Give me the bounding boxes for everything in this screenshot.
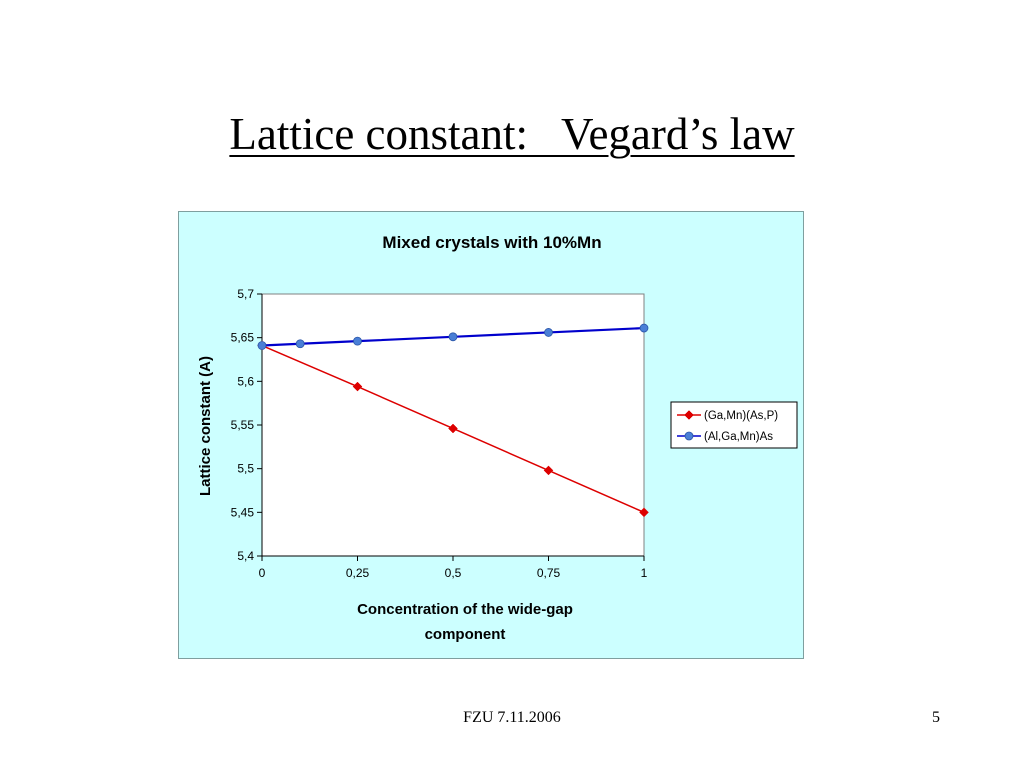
y-tick-label: 5,4 (237, 549, 254, 563)
series-1-point (352, 381, 363, 392)
chart-title: Mixed crystals with 10%Mn (382, 233, 601, 252)
series-line-2 (261, 326, 645, 347)
series-1-point (543, 465, 554, 476)
x-tick-label: 0,75 (537, 566, 561, 580)
series-2-point (544, 328, 553, 337)
x-tick-label: 1 (641, 566, 648, 580)
legend-marker (684, 410, 694, 420)
legend-label: (Al,Ga,Mn)As (704, 431, 773, 443)
legend-marker (684, 431, 694, 441)
slide-title: Lattice constant: Vegard’s law (0, 108, 1024, 160)
legend-box (670, 401, 798, 449)
slide-title-text: Lattice constant: Vegard’s law (229, 109, 795, 159)
chart: Mixed crystals with 10%Mn 5,4 5,45 5,5 5,55 5… (197, 233, 798, 643)
x-axis-label: component (425, 626, 506, 643)
y-axis-label: Lattice constant (A) (197, 356, 214, 496)
legend-label: (Ga,Mn)(As,P) (704, 410, 778, 422)
y-tick-label: 5,5 (237, 462, 254, 476)
series-2-point (295, 339, 305, 349)
x-axis-label: Concentration of the wide-gap (357, 601, 573, 618)
series-2-point (257, 341, 267, 350)
footer-date: FZU 7.11.2006 (463, 709, 561, 726)
series-1-point (448, 423, 458, 434)
y-tick-label: 5,7 (237, 287, 254, 301)
x-tick-label: 0,5 (445, 566, 462, 580)
series-1-point (639, 507, 649, 518)
chart-frame: Mixed crystals with 10%Mn 5,4 5,45 5,5 5,55 5… (178, 211, 804, 659)
y-tick-label: 5,55 (231, 418, 255, 432)
series-2-point (639, 323, 649, 333)
y-tick-label: 5,6 (237, 374, 254, 388)
x-tick-label: 0 (259, 566, 266, 580)
x-tick-label: 0,25 (346, 566, 370, 580)
y-tick-label: 5,45 (231, 505, 255, 519)
y-tick-label: 5,65 (231, 331, 255, 345)
series-2-point (353, 336, 362, 346)
series-2-point (448, 332, 458, 342)
page-number: 5 (932, 709, 940, 726)
